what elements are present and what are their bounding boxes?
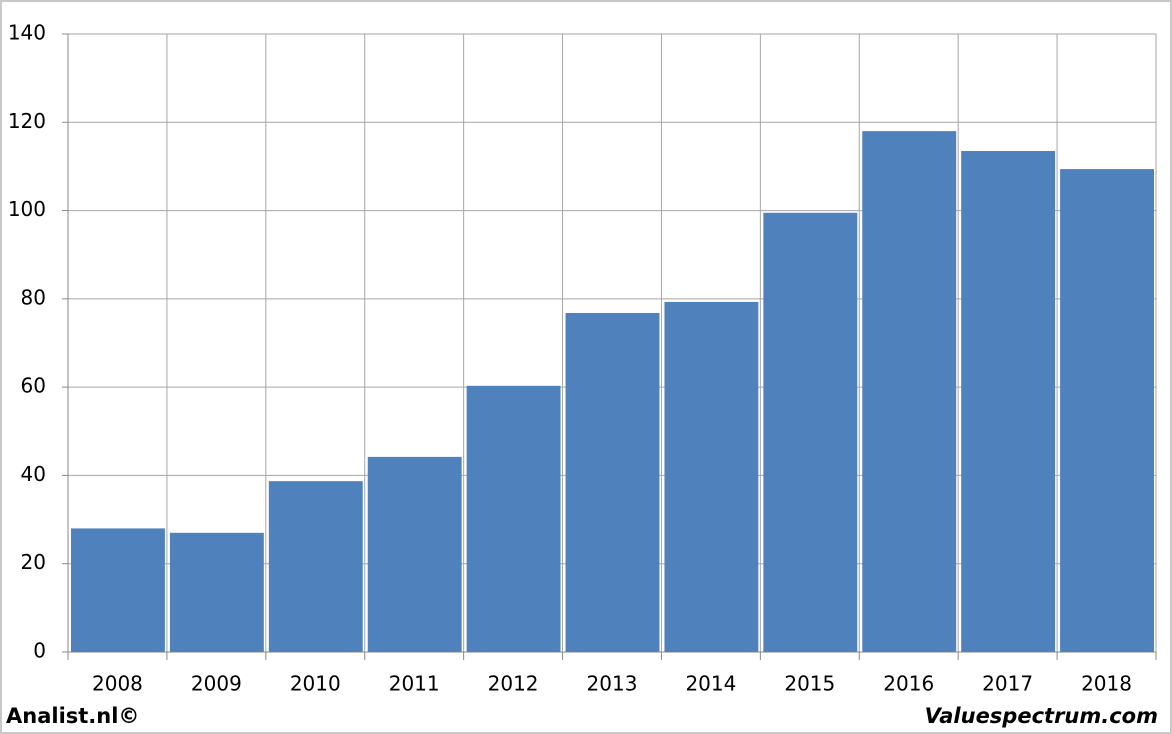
x-tick-label: 2010 [290, 672, 341, 696]
y-tick-label: 60 [21, 374, 46, 398]
y-tick-label: 140 [8, 21, 46, 45]
bar [367, 456, 462, 652]
footer-left: Analist.nl© [6, 704, 139, 728]
x-tick-label: 2014 [685, 672, 736, 696]
x-tick-label: 2008 [92, 672, 143, 696]
bar [466, 385, 561, 652]
x-tick-label: 2012 [488, 672, 539, 696]
y-tick-label: 120 [8, 109, 46, 133]
x-tick-label: 2016 [883, 672, 934, 696]
x-tick-label: 2015 [784, 672, 835, 696]
bar [1060, 169, 1154, 652]
bar [169, 532, 264, 652]
x-tick-label: 2018 [1081, 672, 1132, 696]
x-tick-label: 2017 [982, 672, 1033, 696]
y-tick-label: 0 [33, 639, 46, 663]
bar [961, 150, 1056, 652]
x-tick-label: 2009 [191, 672, 242, 696]
y-tick-label: 40 [21, 462, 46, 486]
bar [565, 312, 660, 652]
bar [268, 481, 363, 652]
bar [664, 301, 759, 652]
bar [763, 212, 858, 652]
y-tick-label: 100 [8, 197, 46, 221]
x-tick-label: 2013 [587, 672, 638, 696]
bar [71, 528, 165, 652]
y-tick-label: 20 [21, 550, 46, 574]
bar [862, 131, 957, 653]
footer-right: Valuespectrum.com [925, 704, 1158, 728]
x-tick-label: 2011 [389, 672, 440, 696]
y-tick-label: 80 [21, 285, 46, 309]
